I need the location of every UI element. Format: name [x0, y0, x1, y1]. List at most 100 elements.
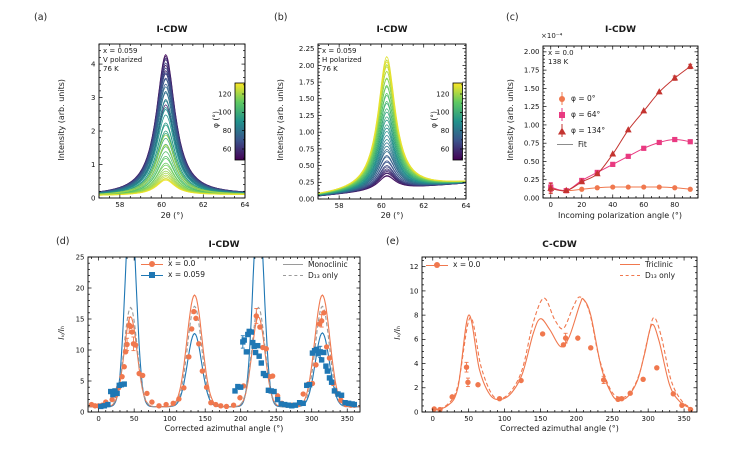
svg-text:100: 100	[436, 109, 449, 117]
svg-text:120: 120	[218, 90, 231, 98]
panel-b-annotation: x = 0.059 H polarized 76 K	[322, 47, 362, 74]
svg-text:250: 250	[270, 415, 283, 423]
panel-e-legend-data: x = 0.0	[426, 260, 480, 269]
dashed-line-icon	[620, 275, 640, 276]
errorbar-marker-icon	[557, 124, 566, 137]
svg-text:0: 0	[549, 201, 553, 209]
svg-text:60: 60	[639, 201, 648, 209]
circle-marker-icon	[149, 260, 155, 267]
legend-label: Monoclinic	[308, 260, 348, 269]
panel-b-ylabel: Intensity (arb. units)	[276, 78, 286, 161]
panel-label-a: (a)	[34, 12, 48, 23]
svg-text:4: 4	[414, 360, 419, 368]
line-marker-icon	[426, 260, 448, 269]
svg-text:0: 0	[431, 415, 435, 423]
svg-text:6: 6	[414, 336, 419, 344]
svg-text:0.50: 0.50	[524, 158, 540, 166]
svg-text:100: 100	[163, 415, 176, 423]
legend-label: φ = 64°	[571, 110, 601, 119]
svg-text:60: 60	[223, 145, 232, 153]
legend-label: x = 0.0	[168, 259, 196, 268]
panel-a-annotation: x = 0.059 V polarized 76 K	[103, 47, 143, 74]
svg-text:5: 5	[80, 377, 84, 385]
svg-text:50: 50	[464, 415, 473, 423]
svg-text:80: 80	[223, 127, 232, 135]
errorbar-marker-icon	[557, 108, 566, 121]
svg-text:1.25: 1.25	[299, 112, 315, 120]
legend-label: φ = 0°	[571, 94, 596, 103]
panel-e-xlabel: Corrected azimuthal angle (°)	[500, 424, 619, 433]
panel-a-ylabel: Intensity (arb. units)	[57, 78, 67, 161]
panel-a-title: I-CDW	[156, 25, 188, 35]
svg-text:0: 0	[414, 408, 418, 416]
svg-text:12: 12	[410, 263, 419, 271]
legend-item-series: x = 0.059	[141, 270, 205, 279]
circle-marker-icon	[434, 261, 440, 268]
svg-text:300: 300	[305, 415, 318, 423]
circle-marker-icon	[558, 95, 565, 102]
panel-c-series	[547, 62, 694, 195]
svg-text:0.25: 0.25	[299, 179, 315, 187]
panel-c-ylabel: Intensity (arb. units)	[506, 78, 516, 161]
panel-label-e: (e)	[386, 236, 400, 247]
panel-a-colorbar: 60 80 100 120	[218, 82, 245, 161]
legend-item-fit: Fit	[557, 140, 605, 149]
svg-text:1.75: 1.75	[524, 67, 540, 75]
svg-text:1.00: 1.00	[524, 121, 540, 129]
panel-c-title: I-CDW	[604, 25, 637, 35]
solid-line-icon	[283, 264, 303, 265]
svg-text:58: 58	[335, 202, 344, 210]
svg-text:60: 60	[441, 145, 450, 153]
svg-text:1.00: 1.00	[299, 129, 315, 137]
panel-c-offset-label: ×10⁻⁴	[541, 32, 563, 40]
legend-item-series: φ = 134°	[557, 124, 605, 137]
panel-a-curves	[99, 54, 245, 196]
svg-text:1: 1	[91, 161, 95, 169]
svg-text:0: 0	[80, 408, 84, 416]
legend-label: x = 0.0	[453, 260, 481, 269]
svg-text:0.25: 0.25	[524, 176, 540, 184]
panel-label-c: (c)	[506, 12, 519, 23]
line-marker-icon	[141, 270, 163, 279]
panel-e-axes: 0 50 100 150 200 250 300 350 0 2 4 6 8 10 12	[410, 256, 698, 423]
panel-e-title: C-CDW	[542, 240, 577, 250]
panel-d-ylabel: Iᵥ/Iₕ	[57, 325, 67, 340]
square-marker-icon	[558, 111, 565, 118]
svg-text:4: 4	[91, 60, 96, 68]
panel-c-xlabel: Incoming polarization angle (°)	[558, 211, 682, 220]
svg-text:150: 150	[198, 415, 211, 423]
svg-text:2: 2	[414, 384, 418, 392]
panel-a-colorbar-label: φ (°)	[211, 111, 221, 128]
square-marker-icon	[149, 271, 155, 278]
legend-label: x = 0.059	[168, 270, 205, 279]
legend-item-series: φ = 64°	[557, 108, 605, 121]
svg-text:0.00: 0.00	[524, 194, 540, 202]
legend-item-model: Triclinic	[620, 260, 675, 269]
panel-d-content	[88, 257, 360, 410]
panel-b-colorbar: 60 80 100 120	[436, 82, 463, 161]
svg-text:2.00: 2.00	[524, 48, 540, 56]
svg-text:25: 25	[76, 253, 85, 261]
svg-text:1.50: 1.50	[524, 85, 540, 93]
panel-d-legend-models: Monoclinic D₁₃ only	[283, 260, 348, 280]
legend-item-model: Monoclinic	[283, 260, 348, 269]
legend-label: Fit	[578, 140, 587, 149]
panel-d-title: I-CDW	[208, 240, 240, 250]
svg-text:2: 2	[91, 127, 95, 135]
svg-text:0.50: 0.50	[299, 162, 315, 170]
svg-text:40: 40	[608, 201, 617, 209]
panel-c-legend: φ = 0° φ = 64° φ = 134° Fit	[557, 92, 605, 149]
svg-text:20: 20	[76, 284, 85, 292]
legend-label: φ = 134°	[571, 126, 606, 135]
panel-b-colorbar-label: φ (°)	[429, 111, 439, 128]
svg-text:80: 80	[441, 127, 450, 135]
legend-item-series: φ = 0°	[557, 92, 605, 105]
legend-item-model: D₁₃ only	[283, 271, 348, 280]
legend-label: D₁₃ only	[308, 271, 339, 280]
svg-text:3: 3	[91, 94, 95, 102]
svg-text:150: 150	[534, 415, 547, 423]
svg-text:200: 200	[570, 415, 583, 423]
svg-text:15: 15	[76, 315, 85, 323]
legend-item-series: x = 0.0	[141, 259, 205, 268]
